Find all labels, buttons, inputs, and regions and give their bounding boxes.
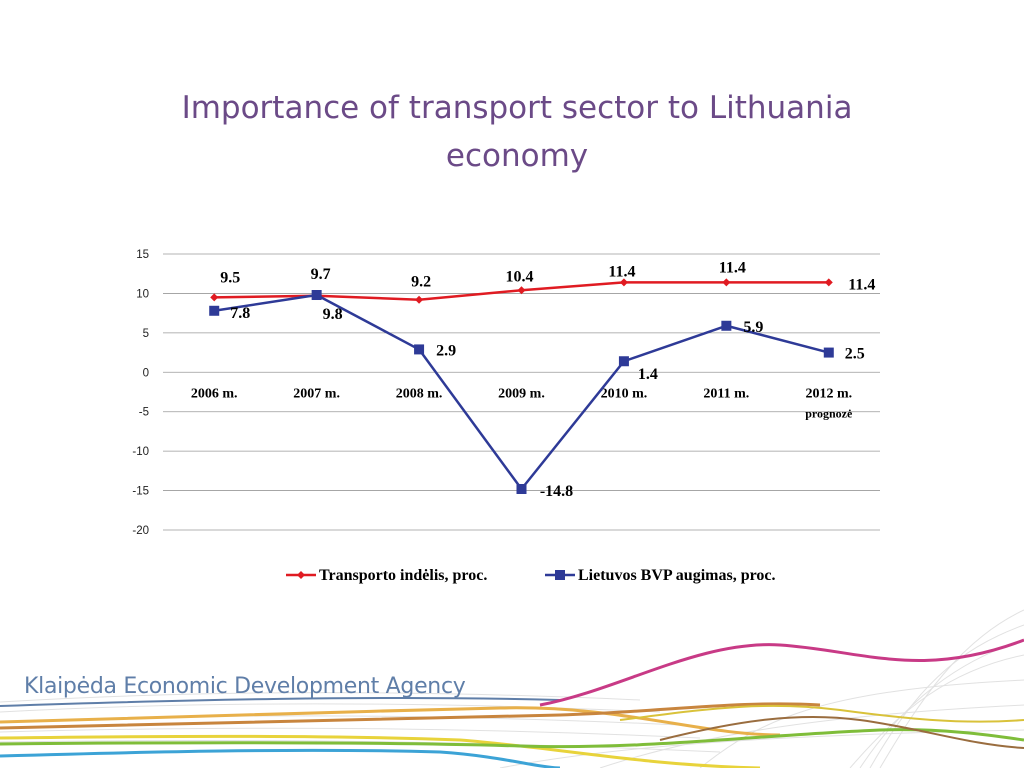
y-tick-label: 5 [143,328,149,340]
data-label: 9.8 [323,306,343,323]
x-category-sublabel: prognozė [805,406,853,420]
series-point [618,356,629,367]
x-category-label: 2010 m. [601,386,648,401]
data-label: 1.4 [638,366,658,383]
y-tick-label: 10 [136,288,149,300]
y-tick-label: 15 [136,249,149,261]
legend-marker [297,571,305,579]
x-category-label: 2008 m. [396,386,443,401]
data-label: 7.8 [230,305,250,322]
series-point [414,344,425,355]
x-category-label: 2007 m. [293,386,340,401]
y-tick-label: -5 [139,407,149,419]
y-tick-label: -15 [132,486,149,498]
data-label: 10.4 [506,268,534,285]
series-point [824,278,833,287]
series-point [209,305,220,316]
legend-marker [555,570,565,580]
data-label: 11.4 [608,263,635,280]
series-point [311,290,322,301]
legend-label: Lietuvos BVP augimas, proc. [578,567,776,584]
x-category-label: 2006 m. [191,386,238,401]
series-point [722,278,731,287]
series-point [721,320,732,331]
y-axis-ticks: 15 10 5 0 -5 -10 -15 -20 [132,249,149,537]
x-category-label: 2009 m. [498,386,545,401]
slide-title: Importance of transport sector to Lithua… [181,90,853,174]
y-tick-label: -20 [132,525,149,537]
data-label: 2.9 [436,342,456,359]
data-labels: 9.5 9.7 9.2 10.4 11.4 11.4 11.4 7.8 9.8 2.9 -14.8 1… [220,259,875,500]
series-point [415,295,424,304]
series-point [517,286,526,295]
series-point [823,347,834,358]
data-label: 2.5 [845,346,865,363]
series-point [619,278,628,287]
legend-label: Transporto indėlis, proc. [319,567,487,584]
data-label: -14.8 [540,483,573,500]
x-category-label: 2012 m. [805,386,852,401]
agency-name: Klaipėda Economic Development Agency [24,674,466,699]
legend: Transporto indėlis, proc. Lietuvos BVP au… [286,567,776,584]
y-tick-label: -10 [132,446,149,458]
series-point [516,483,527,494]
data-label: 9.5 [220,269,240,286]
x-axis-categories: 2006 m. 2007 m. 2008 m. 2009 m. 2010 m. 2011 … [191,386,853,420]
series-point [210,293,219,302]
y-tick-label: 0 [143,367,149,379]
data-label: 11.4 [719,259,746,276]
data-label: 5.9 [743,319,763,336]
data-label: 9.2 [411,274,431,291]
series-layer [209,278,834,494]
x-category-label: 2011 m. [703,386,749,401]
data-label: 11.4 [848,276,875,293]
data-label: 9.7 [311,266,331,283]
